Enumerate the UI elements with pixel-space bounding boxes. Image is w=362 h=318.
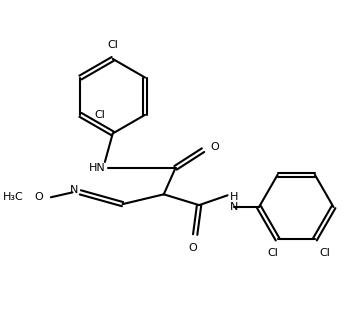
- Text: O: O: [189, 243, 198, 253]
- Text: HN: HN: [89, 163, 105, 173]
- Text: N: N: [70, 185, 79, 195]
- Text: H: H: [230, 192, 239, 202]
- Text: O: O: [211, 142, 220, 152]
- Text: O: O: [34, 192, 43, 202]
- Text: Cl: Cl: [107, 40, 118, 50]
- Text: H₃C: H₃C: [3, 192, 24, 202]
- Text: Cl: Cl: [320, 248, 331, 258]
- Text: Cl: Cl: [267, 248, 278, 258]
- Text: N: N: [230, 202, 239, 212]
- Text: Cl: Cl: [94, 110, 105, 120]
